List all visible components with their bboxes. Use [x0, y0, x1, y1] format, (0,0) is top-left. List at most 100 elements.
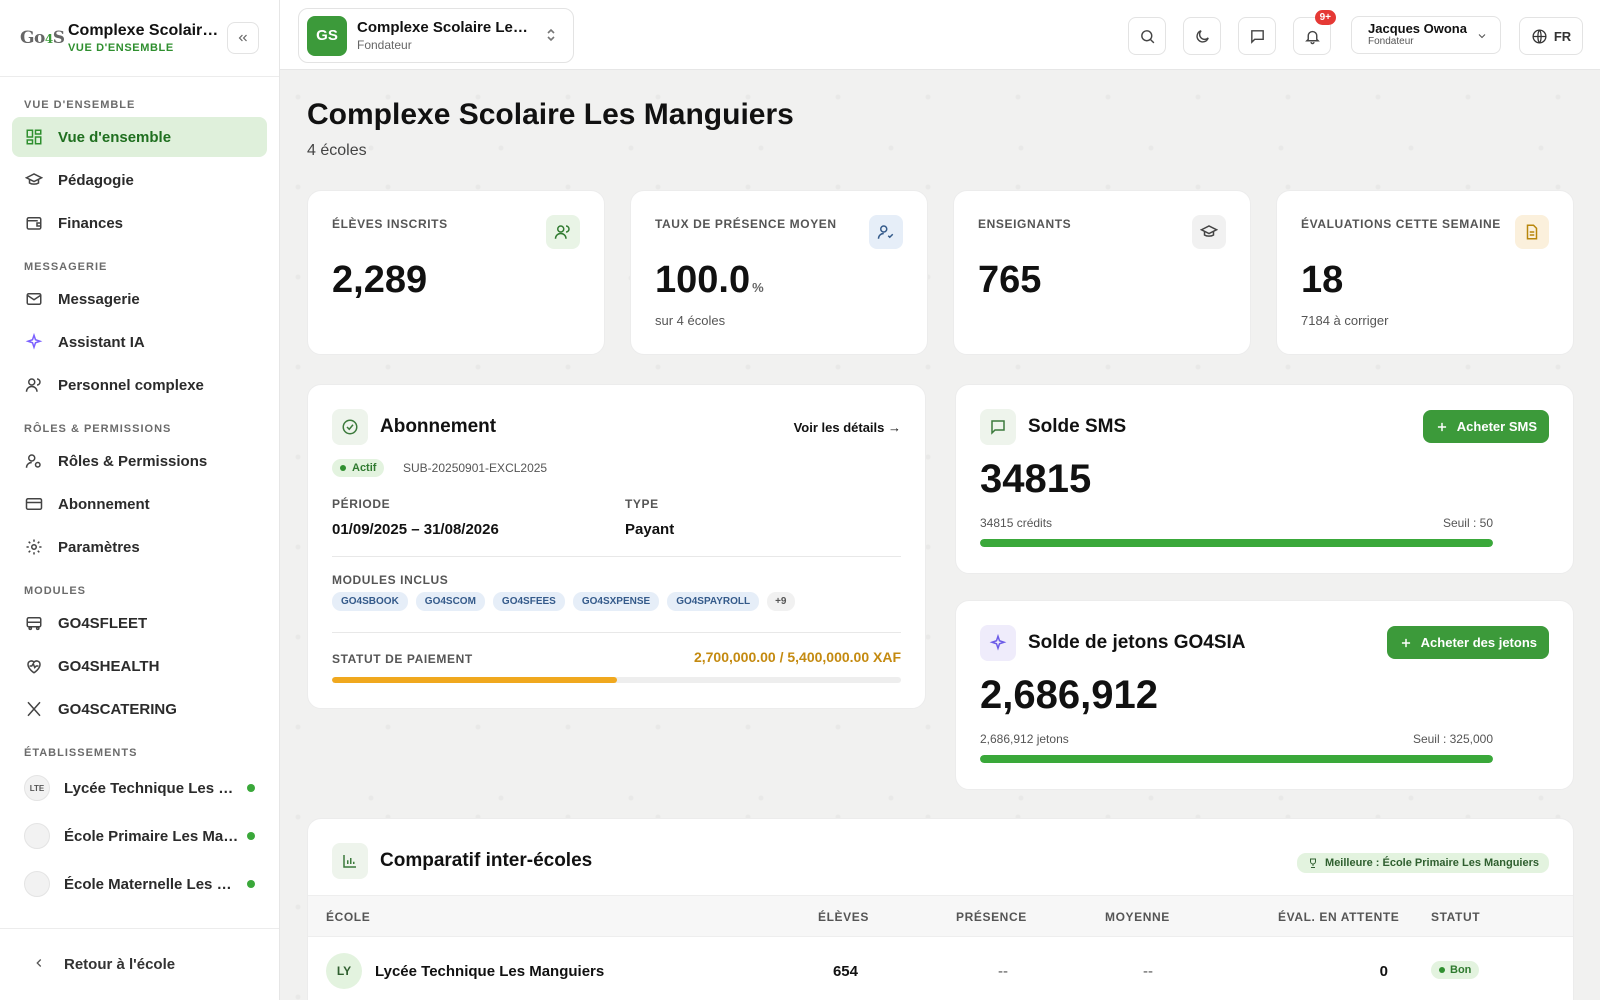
- sms-credits: 34815 crédits: [980, 516, 1053, 530]
- badge-check-icon: [332, 409, 368, 445]
- stat-label: ÉLÈVES INSCRITS: [332, 217, 448, 231]
- user-menu[interactable]: Jacques Owona Fondateur: [1351, 16, 1501, 54]
- sms-progress-fill: [980, 539, 1493, 547]
- page-title: Complexe Scolaire Les Manguiers: [307, 98, 794, 131]
- trophy-icon: [1310, 858, 1317, 868]
- sms-balance-card: Solde SMS Acheter SMS 34815 34815 crédit…: [955, 384, 1574, 574]
- sidebar-item-staff[interactable]: Personnel complexe: [12, 365, 267, 405]
- go4s-logo[interactable]: Go4S: [20, 28, 65, 48]
- theme-toggle-button[interactable]: [1183, 17, 1221, 55]
- column-pending[interactable]: ÉVAL. EN ATTENTE: [1278, 910, 1400, 924]
- cell-average: --: [1143, 963, 1153, 980]
- comparison-card: Comparatif inter-écoles Meilleure : Écol…: [307, 818, 1574, 1000]
- type-value: Payant: [625, 521, 675, 538]
- module-chip: GO4SCOM: [415, 592, 485, 611]
- org-avatar: GS: [307, 15, 347, 56]
- subscription-status-badge: Actif: [332, 459, 385, 477]
- sidebar-item-label: Assistant IA: [58, 333, 145, 351]
- sidebar-header: Go4S Complexe Scolaire Les Manguiers VUE…: [0, 0, 279, 77]
- sidebar-item-overview[interactable]: Vue d'ensemble: [12, 117, 267, 157]
- subscription-title: Abonnement: [380, 416, 497, 437]
- table-row[interactable]: LY Lycée Technique Les Manguiers 654 -- …: [308, 937, 1573, 1000]
- view-details-link[interactable]: Voir les détails →: [793, 420, 901, 435]
- cell-presence: --: [998, 963, 1008, 980]
- moon-icon: [1195, 29, 1209, 43]
- wallet-icon: [24, 213, 44, 233]
- users-icon: [24, 375, 44, 395]
- stat-note: 7184 à corriger: [1301, 313, 1389, 328]
- stat-label: ENSEIGNANTS: [978, 217, 1072, 231]
- sidebar-item-subscription[interactable]: Abonnement: [12, 484, 267, 524]
- sidebar: Go4S Complexe Scolaire Les Manguiers VUE…: [0, 0, 280, 1000]
- section-schools: ÉTABLISSEMENTS: [24, 747, 138, 759]
- search-button[interactable]: [1128, 17, 1166, 55]
- column-status[interactable]: STATUT: [1431, 910, 1481, 924]
- sidebar-item-health[interactable]: GO4SHEALTH: [12, 646, 267, 686]
- sidebar-item-label: Vue d'ensemble: [58, 128, 172, 146]
- user-key-icon: [24, 451, 44, 471]
- stat-value: 765: [978, 259, 1042, 301]
- back-to-school-link[interactable]: Retour à l'école: [0, 928, 279, 1000]
- org-switcher[interactable]: GS Complexe Scolaire Les Manguiers Fonda…: [298, 8, 574, 63]
- sidebar-school-2[interactable]: École Maternelle Les Manguiers: [12, 861, 267, 907]
- column-school[interactable]: ÉCOLE: [326, 910, 371, 924]
- topbar: GS Complexe Scolaire Les Manguiers Fonda…: [280, 0, 1600, 70]
- sidebar-item-label: Rôles & Permissions: [58, 452, 208, 470]
- user-role: Fondateur: [1368, 36, 1414, 47]
- chevron-updown-icon: [545, 27, 557, 44]
- section-messaging: MESSAGERIE: [24, 261, 108, 273]
- column-average[interactable]: MOYENNE: [1105, 910, 1170, 924]
- school-badge: LTE: [24, 775, 50, 801]
- payment-label: STATUT DE PAIEMENT: [332, 652, 473, 666]
- stat-value: 18: [1301, 259, 1344, 301]
- graduation-cap-icon: [24, 170, 44, 190]
- sms-threshold: Seuil : 50: [1442, 516, 1493, 530]
- sidebar-item-finances[interactable]: Finances: [12, 203, 267, 243]
- tokens-progress-fill: [980, 755, 1493, 763]
- stat-value: 100.0%: [655, 259, 764, 301]
- tokens-balance-card: Solde de jetons GO4SIA Acheter des jeton…: [955, 600, 1574, 790]
- sidebar-item-messaging[interactable]: Messagerie: [12, 279, 267, 319]
- sidebar-item-ai-assistant[interactable]: Assistant IA: [12, 322, 267, 362]
- search-icon: [1140, 29, 1154, 43]
- plus-icon: [1401, 638, 1410, 647]
- sidebar-item-catering[interactable]: GO4SCATERING: [12, 689, 267, 729]
- sidebar-item-label: Personnel complexe: [58, 376, 204, 394]
- column-students[interactable]: ÉLÈVES: [818, 910, 869, 924]
- column-presence[interactable]: PRÉSENCE: [956, 910, 1027, 924]
- stat-card-attendance: TAUX DE PRÉSENCE MOYEN 100.0% sur 4 écol…: [630, 190, 928, 355]
- grid-icon: [24, 127, 44, 147]
- sms-balance-value: 34815: [980, 457, 1092, 501]
- sidebar-item-roles[interactable]: Rôles & Permissions: [12, 441, 267, 481]
- buy-tokens-button[interactable]: Acheter des jetons: [1386, 626, 1549, 659]
- sidebar-item-fleet[interactable]: GO4SFLEET: [12, 603, 267, 643]
- sidebar-school-1[interactable]: École Primaire Les Manguiers: [12, 813, 267, 859]
- subscription-card: Abonnement Voir les détails → Actif SUB-…: [307, 384, 926, 709]
- stat-note: sur 4 écoles: [655, 313, 726, 328]
- divider: [332, 632, 901, 633]
- tokens-balance-value: 2,686,912: [980, 673, 1158, 717]
- sidebar-school-0[interactable]: LTE Lycée Technique Les Manguiers: [12, 765, 267, 811]
- sidebar-item-pedagogy[interactable]: Pédagogie: [12, 160, 267, 200]
- sidebar-item-label: Finances: [58, 214, 124, 232]
- collapse-sidebar-button[interactable]: [227, 22, 259, 54]
- modules-more-chip[interactable]: +9: [767, 592, 795, 611]
- tokens-threshold: Seuil : 325,000: [1412, 732, 1493, 746]
- section-modules: MODULES: [24, 585, 86, 597]
- language-switcher[interactable]: FR: [1519, 17, 1583, 55]
- chevron-down-icon: [1476, 29, 1488, 47]
- bar-chart-icon: [332, 843, 368, 879]
- messages-button[interactable]: [1238, 17, 1276, 55]
- online-status-dot: [247, 832, 255, 840]
- sms-title: Solde SMS: [1028, 416, 1127, 437]
- buy-sms-button[interactable]: Acheter SMS: [1422, 410, 1549, 443]
- notifications-button[interactable]: 9+: [1293, 10, 1336, 55]
- sidebar-title: Complexe Scolaire Les Manguiers: [68, 22, 220, 39]
- payment-progress-fill: [332, 677, 617, 683]
- sidebar-item-settings[interactable]: Paramètres: [12, 527, 267, 567]
- module-chip: GO4SBOOK: [332, 592, 408, 611]
- period-label: PÉRIODE: [332, 497, 391, 511]
- globe-icon: [1532, 28, 1547, 44]
- document-icon: [1515, 215, 1549, 249]
- best-school-badge: Meilleure : École Primaire Les Manguiers: [1297, 853, 1549, 873]
